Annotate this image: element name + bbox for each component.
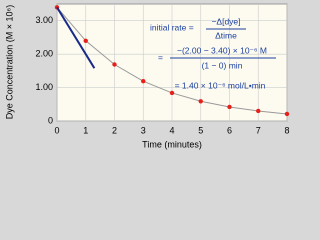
data-point — [169, 90, 175, 96]
x-tick-label: 7 — [256, 125, 261, 135]
annotation: initial rate = −Δ[dye] Δtime = −(2.00 − … — [150, 16, 276, 90]
x-tick-label: 3 — [141, 125, 146, 135]
data-point — [112, 62, 117, 67]
y-tick-label: 2.00 — [35, 49, 53, 59]
annotation-text: −Δ[dye] — [211, 16, 240, 26]
annotation-text: −(2.00 − 3.40) × 10⁻⁶ M — [177, 45, 267, 55]
x-tick-label: 5 — [198, 125, 203, 135]
x-tick-label: 6 — [227, 125, 232, 135]
data-point — [141, 79, 146, 84]
data-point — [227, 104, 232, 110]
x-tick-label: 4 — [169, 125, 174, 135]
y-tick-label: 3.00 — [35, 15, 53, 25]
annotation-text: initial rate = — [150, 22, 194, 32]
x-tick-label: 2 — [112, 125, 117, 135]
data-point — [284, 111, 290, 117]
chart: Dye Concentration (M × 10⁶) Time (minute… — [4, 3, 290, 149]
tangent-line — [56, 6, 96, 69]
x-tick-label: 1 — [83, 125, 88, 135]
y-axis-label: Dye Concentration (M × 10⁶) — [4, 5, 14, 120]
x-tick-label: 0 — [54, 125, 59, 135]
annotation-text: = — [158, 52, 163, 62]
x-tick-label: 8 — [284, 125, 289, 135]
annotation-text: = 1.40 × 10⁻⁶ mol/L•min — [175, 80, 266, 90]
data-point — [83, 38, 88, 43]
annotation-text: Δtime — [215, 30, 237, 40]
y-tick-label: 1.00 — [35, 82, 53, 92]
x-axis-label: Time (minutes) — [142, 139, 202, 149]
data-point — [198, 99, 203, 104]
data-point — [256, 108, 261, 114]
annotation-text: (1 − 0) min — [202, 60, 243, 70]
y-tick-label: 0 — [48, 115, 53, 125]
